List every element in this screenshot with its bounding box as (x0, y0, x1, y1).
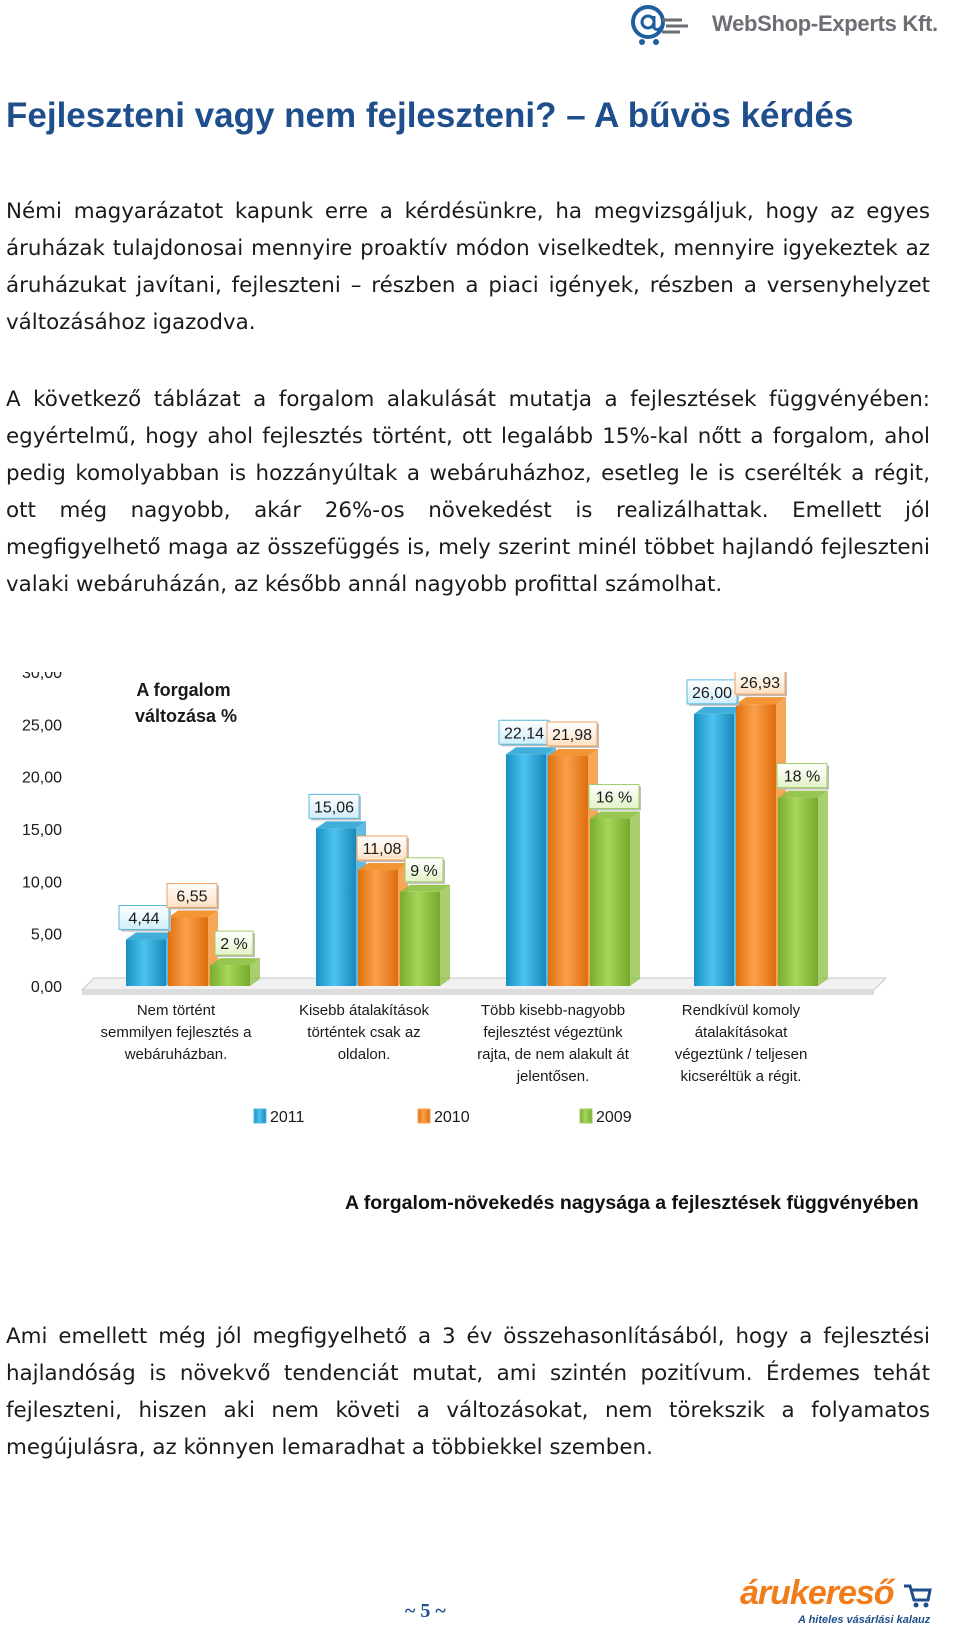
bar-2009-4 (778, 790, 828, 986)
arukereso-logo: árukereső A hiteles vásárlási kalauz (736, 1574, 936, 1630)
value-label-2009-4: 18 % (776, 763, 829, 790)
category-labels: Nem történt semmilyen fejlesztés a webáruh… (101, 1002, 808, 1085)
paragraph-conclusion: Ami emellett még jól megfigyelhető a 3 é… (6, 1324, 930, 1460)
legend-item-2009: 2009 (579, 1108, 632, 1126)
at-cart-icon (631, 5, 688, 45)
value-labels: 4,44 6,55 2 % 15,06 11,08 9 % 22,14 21,98 16 % 26… (118, 672, 829, 958)
svg-text:2009: 2009 (596, 1109, 632, 1126)
chart-floor (80, 977, 888, 995)
value-label-2009-1: 2 % (214, 930, 255, 958)
svg-text:26,93: 26,93 (740, 675, 780, 692)
category-label: Kisebb átalakítások történtek csak az olda… (299, 1002, 430, 1063)
svg-text:18 %: 18 % (784, 769, 820, 786)
revenue-change-chart: 0,00 5,00 10,00 15,00 20,00 25,00 30,00 4,44 6,… (22, 672, 888, 1126)
paragraph-chart-intro: A következő táblázat a forgalom alakulás… (6, 387, 930, 597)
svg-text:11,08: 11,08 (363, 841, 402, 858)
legend-item-2010: 2010 (417, 1108, 470, 1126)
category-label: Rendkívül komoly átalakításokat végeztünk … (675, 1002, 808, 1085)
category-label: Több kisebb-nagyobb fejlesztést végeztünk… (477, 1002, 630, 1085)
y-tick-label: 5,00 (31, 927, 62, 944)
value-label-2011-4: 26,00 (686, 679, 739, 706)
svg-text:22,14: 22,14 (504, 725, 544, 742)
svg-text:6,55: 6,55 (176, 888, 207, 905)
svg-text:16 %: 16 % (596, 790, 632, 807)
value-label-2010-1: 6,55 (166, 882, 219, 910)
chart-legend: 2011 2010 2009 (253, 1108, 632, 1126)
svg-text:15,06: 15,06 (314, 799, 354, 816)
svg-text:21,98: 21,98 (552, 727, 592, 744)
category-label: Nem történt semmilyen fejlesztés a webáruh… (101, 1002, 253, 1063)
cart-icon (904, 1584, 932, 1608)
value-label-2011-1: 4,44 (118, 905, 171, 932)
value-label-2010-2: 11,08 (356, 835, 409, 863)
value-label-2010-4: 26,93 (734, 672, 787, 697)
bar-2009-1 (210, 958, 260, 986)
svg-text:2 %: 2 % (220, 936, 248, 953)
y-axis: 0,00 5,00 10,00 15,00 20,00 25,00 30,00 (22, 672, 62, 996)
y-tick-label: 0,00 (31, 979, 62, 996)
y-tick-label: 30,00 (22, 672, 62, 682)
y-tick-label: 10,00 (22, 874, 62, 891)
arukereso-tagline: A hiteles vásárlási kalauz (798, 1614, 931, 1626)
svg-text:2011: 2011 (270, 1109, 305, 1126)
bars (126, 697, 828, 986)
logo-text: WebShop-Experts Kft. (712, 11, 938, 36)
y-tick-label: 15,00 (22, 822, 62, 839)
bar-2009-3 (590, 811, 640, 986)
arukereso-logo-text: árukereső (740, 1574, 895, 1612)
webshop-experts-logo: WebShop-Experts Kft. (622, 2, 942, 46)
svg-text:26,00: 26,00 (692, 685, 732, 702)
page-title: Fejleszteni vagy nem fejleszteni? – A bű… (6, 96, 854, 135)
bar-2010-1 (168, 910, 218, 986)
svg-text:2010: 2010 (434, 1109, 470, 1126)
value-label-2011-2: 15,06 (308, 793, 361, 821)
value-label-2010-3: 21,98 (546, 721, 599, 748)
value-label-2009-2: 9 % (404, 857, 445, 884)
legend-item-2011: 2011 (253, 1108, 305, 1126)
chart-caption: A forgalom-növekedés nagysága a fejleszt… (345, 1192, 919, 1214)
chart-title: A forgalom változása % (135, 680, 237, 726)
svg-text:9 %: 9 % (410, 863, 438, 880)
paragraph-intro: Némi magyarázatot kapunk erre a kérdésün… (6, 199, 930, 335)
svg-text:4,44: 4,44 (128, 911, 159, 928)
value-label-2009-3: 16 % (588, 784, 641, 811)
y-tick-label: 20,00 (22, 770, 62, 787)
y-tick-label: 25,00 (22, 717, 62, 734)
value-label-2011-3: 22,14 (498, 719, 551, 747)
bar-2009-2 (400, 884, 450, 986)
page-number: ~ 5 ~ (405, 1600, 446, 1622)
